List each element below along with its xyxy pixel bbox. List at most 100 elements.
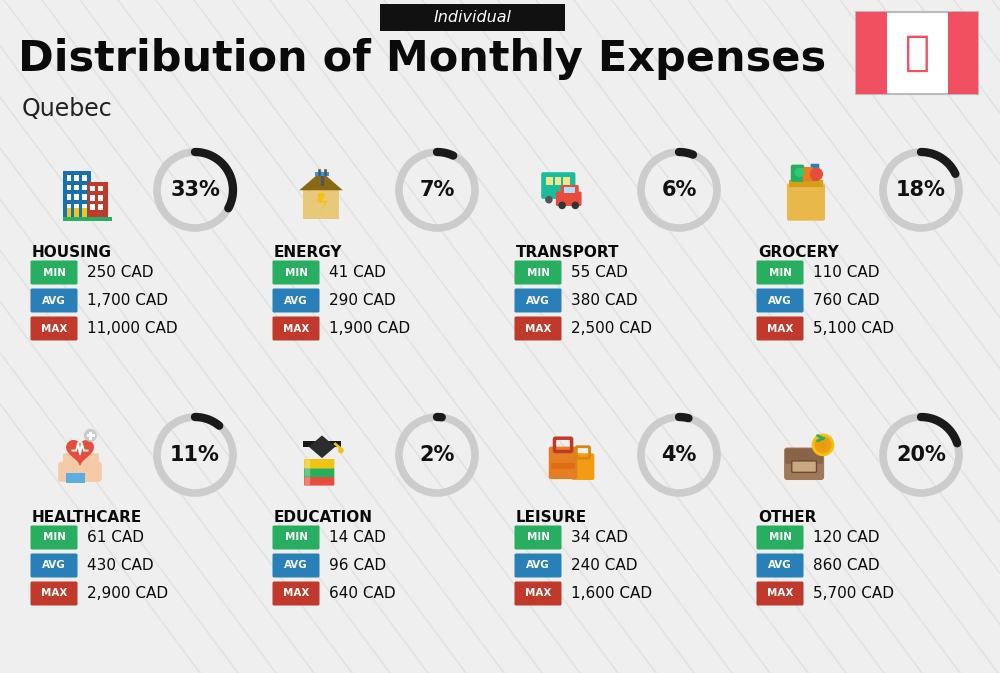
Circle shape: [84, 429, 97, 442]
FancyBboxPatch shape: [514, 260, 562, 285]
FancyBboxPatch shape: [757, 260, 804, 285]
Text: 33%: 33%: [170, 180, 220, 200]
FancyBboxPatch shape: [551, 463, 575, 468]
FancyBboxPatch shape: [67, 175, 71, 181]
Text: MIN: MIN: [526, 267, 550, 277]
Circle shape: [545, 196, 553, 203]
FancyBboxPatch shape: [90, 205, 95, 210]
Text: 11,000 CAD: 11,000 CAD: [87, 321, 178, 336]
FancyBboxPatch shape: [98, 195, 103, 201]
FancyBboxPatch shape: [803, 167, 813, 181]
FancyBboxPatch shape: [304, 476, 310, 485]
Text: 20%: 20%: [896, 445, 946, 465]
Text: 5,100 CAD: 5,100 CAD: [813, 321, 894, 336]
Circle shape: [795, 168, 804, 177]
FancyBboxPatch shape: [304, 476, 334, 486]
FancyBboxPatch shape: [856, 12, 978, 94]
Text: MIN: MIN: [526, 532, 550, 542]
FancyBboxPatch shape: [948, 12, 978, 94]
FancyBboxPatch shape: [74, 175, 79, 181]
FancyBboxPatch shape: [71, 454, 82, 470]
Text: AVG: AVG: [284, 295, 308, 306]
FancyBboxPatch shape: [571, 454, 594, 480]
Text: AVG: AVG: [42, 295, 66, 306]
Text: AVG: AVG: [768, 295, 792, 306]
Text: 14 CAD: 14 CAD: [329, 530, 386, 545]
Text: ENERGY: ENERGY: [274, 245, 342, 260]
FancyBboxPatch shape: [549, 447, 577, 479]
Text: MAX: MAX: [525, 324, 551, 334]
Circle shape: [558, 202, 566, 209]
Text: MIN: MIN: [285, 532, 308, 542]
Polygon shape: [309, 435, 335, 458]
Text: MAX: MAX: [767, 588, 793, 598]
FancyBboxPatch shape: [272, 581, 320, 606]
Polygon shape: [67, 441, 93, 464]
FancyBboxPatch shape: [98, 186, 103, 191]
Text: AVG: AVG: [526, 295, 550, 306]
Text: 1,700 CAD: 1,700 CAD: [87, 293, 168, 308]
Text: 120 CAD: 120 CAD: [813, 530, 880, 545]
FancyBboxPatch shape: [811, 164, 819, 181]
FancyBboxPatch shape: [856, 12, 887, 94]
FancyBboxPatch shape: [88, 182, 108, 217]
FancyBboxPatch shape: [555, 177, 561, 184]
Text: 7%: 7%: [419, 180, 455, 200]
FancyBboxPatch shape: [757, 316, 804, 341]
Text: AVG: AVG: [768, 561, 792, 571]
Text: HOUSING: HOUSING: [32, 245, 112, 260]
Circle shape: [572, 202, 579, 209]
FancyBboxPatch shape: [67, 208, 71, 217]
Text: 34 CAD: 34 CAD: [571, 530, 628, 545]
FancyBboxPatch shape: [514, 316, 562, 341]
Text: MIN: MIN: [768, 532, 792, 542]
FancyBboxPatch shape: [541, 172, 575, 199]
FancyBboxPatch shape: [561, 185, 579, 197]
Text: 5,700 CAD: 5,700 CAD: [813, 586, 894, 601]
Text: HEALTHCARE: HEALTHCARE: [32, 510, 142, 525]
Circle shape: [812, 433, 834, 456]
Text: 4%: 4%: [661, 445, 697, 465]
FancyBboxPatch shape: [563, 177, 570, 184]
FancyBboxPatch shape: [303, 441, 341, 447]
Text: 🍁: 🍁: [904, 32, 930, 74]
Text: MAX: MAX: [525, 588, 551, 598]
FancyBboxPatch shape: [789, 180, 823, 188]
FancyBboxPatch shape: [272, 316, 320, 341]
Text: 6%: 6%: [661, 180, 697, 200]
FancyBboxPatch shape: [303, 190, 339, 219]
Text: $: $: [818, 438, 828, 452]
FancyBboxPatch shape: [30, 260, 78, 285]
FancyBboxPatch shape: [272, 260, 320, 285]
FancyBboxPatch shape: [304, 460, 310, 468]
FancyBboxPatch shape: [30, 289, 78, 312]
FancyBboxPatch shape: [546, 177, 553, 184]
Circle shape: [338, 448, 344, 454]
FancyBboxPatch shape: [30, 316, 78, 341]
Text: MIN: MIN: [285, 267, 308, 277]
FancyBboxPatch shape: [67, 184, 71, 190]
FancyBboxPatch shape: [74, 203, 79, 209]
Text: MIN: MIN: [768, 267, 792, 277]
Text: 240 CAD: 240 CAD: [571, 558, 638, 573]
FancyBboxPatch shape: [66, 473, 85, 483]
Text: 640 CAD: 640 CAD: [329, 586, 396, 601]
FancyBboxPatch shape: [82, 175, 87, 181]
Text: MAX: MAX: [41, 324, 67, 334]
Text: MIN: MIN: [42, 532, 66, 542]
Text: AVG: AVG: [526, 561, 550, 571]
FancyBboxPatch shape: [556, 192, 582, 206]
FancyBboxPatch shape: [757, 581, 804, 606]
FancyBboxPatch shape: [74, 194, 79, 200]
Circle shape: [810, 168, 823, 181]
FancyBboxPatch shape: [272, 526, 320, 549]
Text: 96 CAD: 96 CAD: [329, 558, 386, 573]
FancyBboxPatch shape: [564, 188, 570, 193]
FancyBboxPatch shape: [792, 461, 816, 472]
Text: TRANSPORT: TRANSPORT: [516, 245, 620, 260]
Text: 61 CAD: 61 CAD: [87, 530, 144, 545]
FancyBboxPatch shape: [570, 188, 575, 193]
FancyBboxPatch shape: [82, 194, 87, 200]
FancyBboxPatch shape: [784, 448, 824, 480]
Polygon shape: [317, 193, 328, 212]
